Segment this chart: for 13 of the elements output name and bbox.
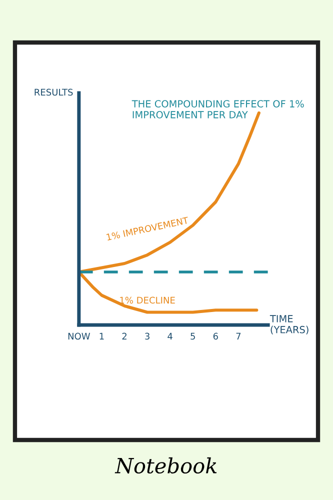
series-label: 1% DECLINE (120, 296, 175, 304)
x-tick-label: 1 (100, 332, 104, 340)
x-tick-label: 5 (190, 332, 195, 340)
x-tick-label: 4 (168, 332, 172, 340)
x-tick-label: NOW (68, 332, 90, 340)
x-tick-label: 6 (213, 332, 218, 340)
x-tick-label: 3 (145, 332, 150, 340)
chart-title: THE COMPOUNDING EFFECT OF 1% IMPROVEMENT PER DAY (132, 100, 304, 118)
text: Notebook (114, 457, 217, 474)
y-axis-title: RESULTS (34, 88, 73, 96)
x-tick-label: 2 (122, 332, 126, 340)
x-axis-title: TIME (YEARS) (270, 315, 308, 334)
x-tick-label: 7 (236, 332, 241, 340)
